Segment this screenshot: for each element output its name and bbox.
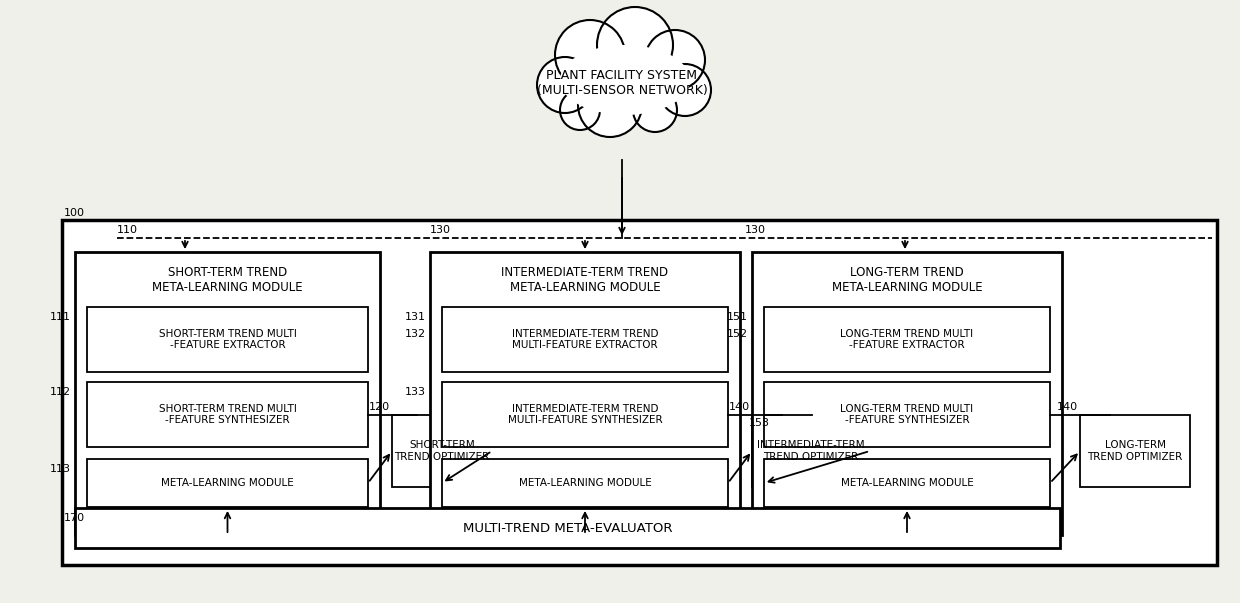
Text: 130: 130 (745, 225, 766, 235)
Text: 111: 111 (50, 312, 71, 322)
Bar (764, 307, 1050, 372)
Circle shape (596, 7, 673, 83)
Circle shape (537, 57, 593, 113)
Text: 152: 152 (727, 329, 748, 339)
Bar (430, 252, 740, 535)
Text: INTERMEDIATE-TERM TREND
MULTI-FEATURE SYNTHESIZER: INTERMEDIATE-TERM TREND MULTI-FEATURE SY… (507, 403, 662, 425)
Text: INTERMEDIATE-TERM
TREND OPTIMIZER: INTERMEDIATE-TERM TREND OPTIMIZER (758, 440, 864, 462)
Circle shape (658, 64, 711, 116)
Text: 130: 130 (430, 225, 451, 235)
Bar (87, 382, 368, 447)
Text: 113: 113 (50, 464, 71, 474)
Text: 153: 153 (749, 418, 770, 428)
Bar (441, 382, 728, 447)
Text: LONG-TERM TREND MULTI
-FEATURE SYNTHESIZER: LONG-TERM TREND MULTI -FEATURE SYNTHESIZ… (841, 403, 973, 425)
Text: META-LEARNING MODULE: META-LEARNING MODULE (161, 478, 294, 488)
Bar (74, 508, 1060, 548)
Bar (62, 220, 1216, 565)
Bar (764, 459, 1050, 507)
Text: 112: 112 (50, 387, 71, 397)
Bar (751, 252, 1061, 535)
Text: META-LEARNING MODULE: META-LEARNING MODULE (841, 478, 973, 488)
Text: 131: 131 (405, 312, 427, 322)
Bar (392, 415, 492, 487)
Text: 140: 140 (1056, 402, 1078, 412)
Text: SHORT-TERM TREND MULTI
-FEATURE EXTRACTOR: SHORT-TERM TREND MULTI -FEATURE EXTRACTO… (159, 329, 296, 350)
Text: MULTI-TREND META-EVALUATOR: MULTI-TREND META-EVALUATOR (463, 522, 672, 534)
Text: 100: 100 (64, 208, 86, 218)
Text: 120: 120 (368, 402, 391, 412)
Text: 110: 110 (117, 225, 138, 235)
Bar (441, 459, 728, 507)
Text: LONG-TERM TREND MULTI
-FEATURE EXTRACTOR: LONG-TERM TREND MULTI -FEATURE EXTRACTOR (841, 329, 973, 350)
Text: INTERMEDIATE-TERM TREND
MULTI-FEATURE EXTRACTOR: INTERMEDIATE-TERM TREND MULTI-FEATURE EX… (512, 329, 658, 350)
Circle shape (578, 73, 642, 137)
Text: SHORT-TERM TREND
META-LEARNING MODULE: SHORT-TERM TREND META-LEARNING MODULE (153, 266, 303, 294)
Circle shape (560, 90, 600, 130)
Bar (74, 252, 379, 535)
Text: SHORT-TERM TREND MULTI
-FEATURE SYNTHESIZER: SHORT-TERM TREND MULTI -FEATURE SYNTHESI… (159, 403, 296, 425)
Text: INTERMEDIATE-TERM TREND
META-LEARNING MODULE: INTERMEDIATE-TERM TREND META-LEARNING MO… (501, 266, 668, 294)
Circle shape (556, 20, 625, 90)
Text: 133: 133 (405, 387, 427, 397)
Text: LONG-TERM
TREND OPTIMIZER: LONG-TERM TREND OPTIMIZER (1087, 440, 1183, 462)
Text: META-LEARNING MODULE: META-LEARNING MODULE (518, 478, 651, 488)
Bar (764, 382, 1050, 447)
Bar (87, 459, 368, 507)
Text: PLANT FACILITY SYSTEM
(MULTI-SENSOR NETWORK): PLANT FACILITY SYSTEM (MULTI-SENSOR NETW… (537, 69, 707, 97)
Bar (751, 415, 870, 487)
Text: 132: 132 (405, 329, 427, 339)
Bar (441, 307, 728, 372)
Ellipse shape (560, 45, 689, 115)
Text: SHORT-TERM
TREND OPTIMIZER: SHORT-TERM TREND OPTIMIZER (394, 440, 490, 462)
Text: 140: 140 (729, 402, 750, 412)
Text: 151: 151 (727, 312, 748, 322)
Circle shape (632, 88, 677, 132)
Bar (1080, 415, 1190, 487)
Circle shape (645, 30, 706, 90)
Bar (87, 307, 368, 372)
Text: 170: 170 (64, 513, 86, 523)
Text: LONG-TERM TREND
META-LEARNING MODULE: LONG-TERM TREND META-LEARNING MODULE (832, 266, 982, 294)
